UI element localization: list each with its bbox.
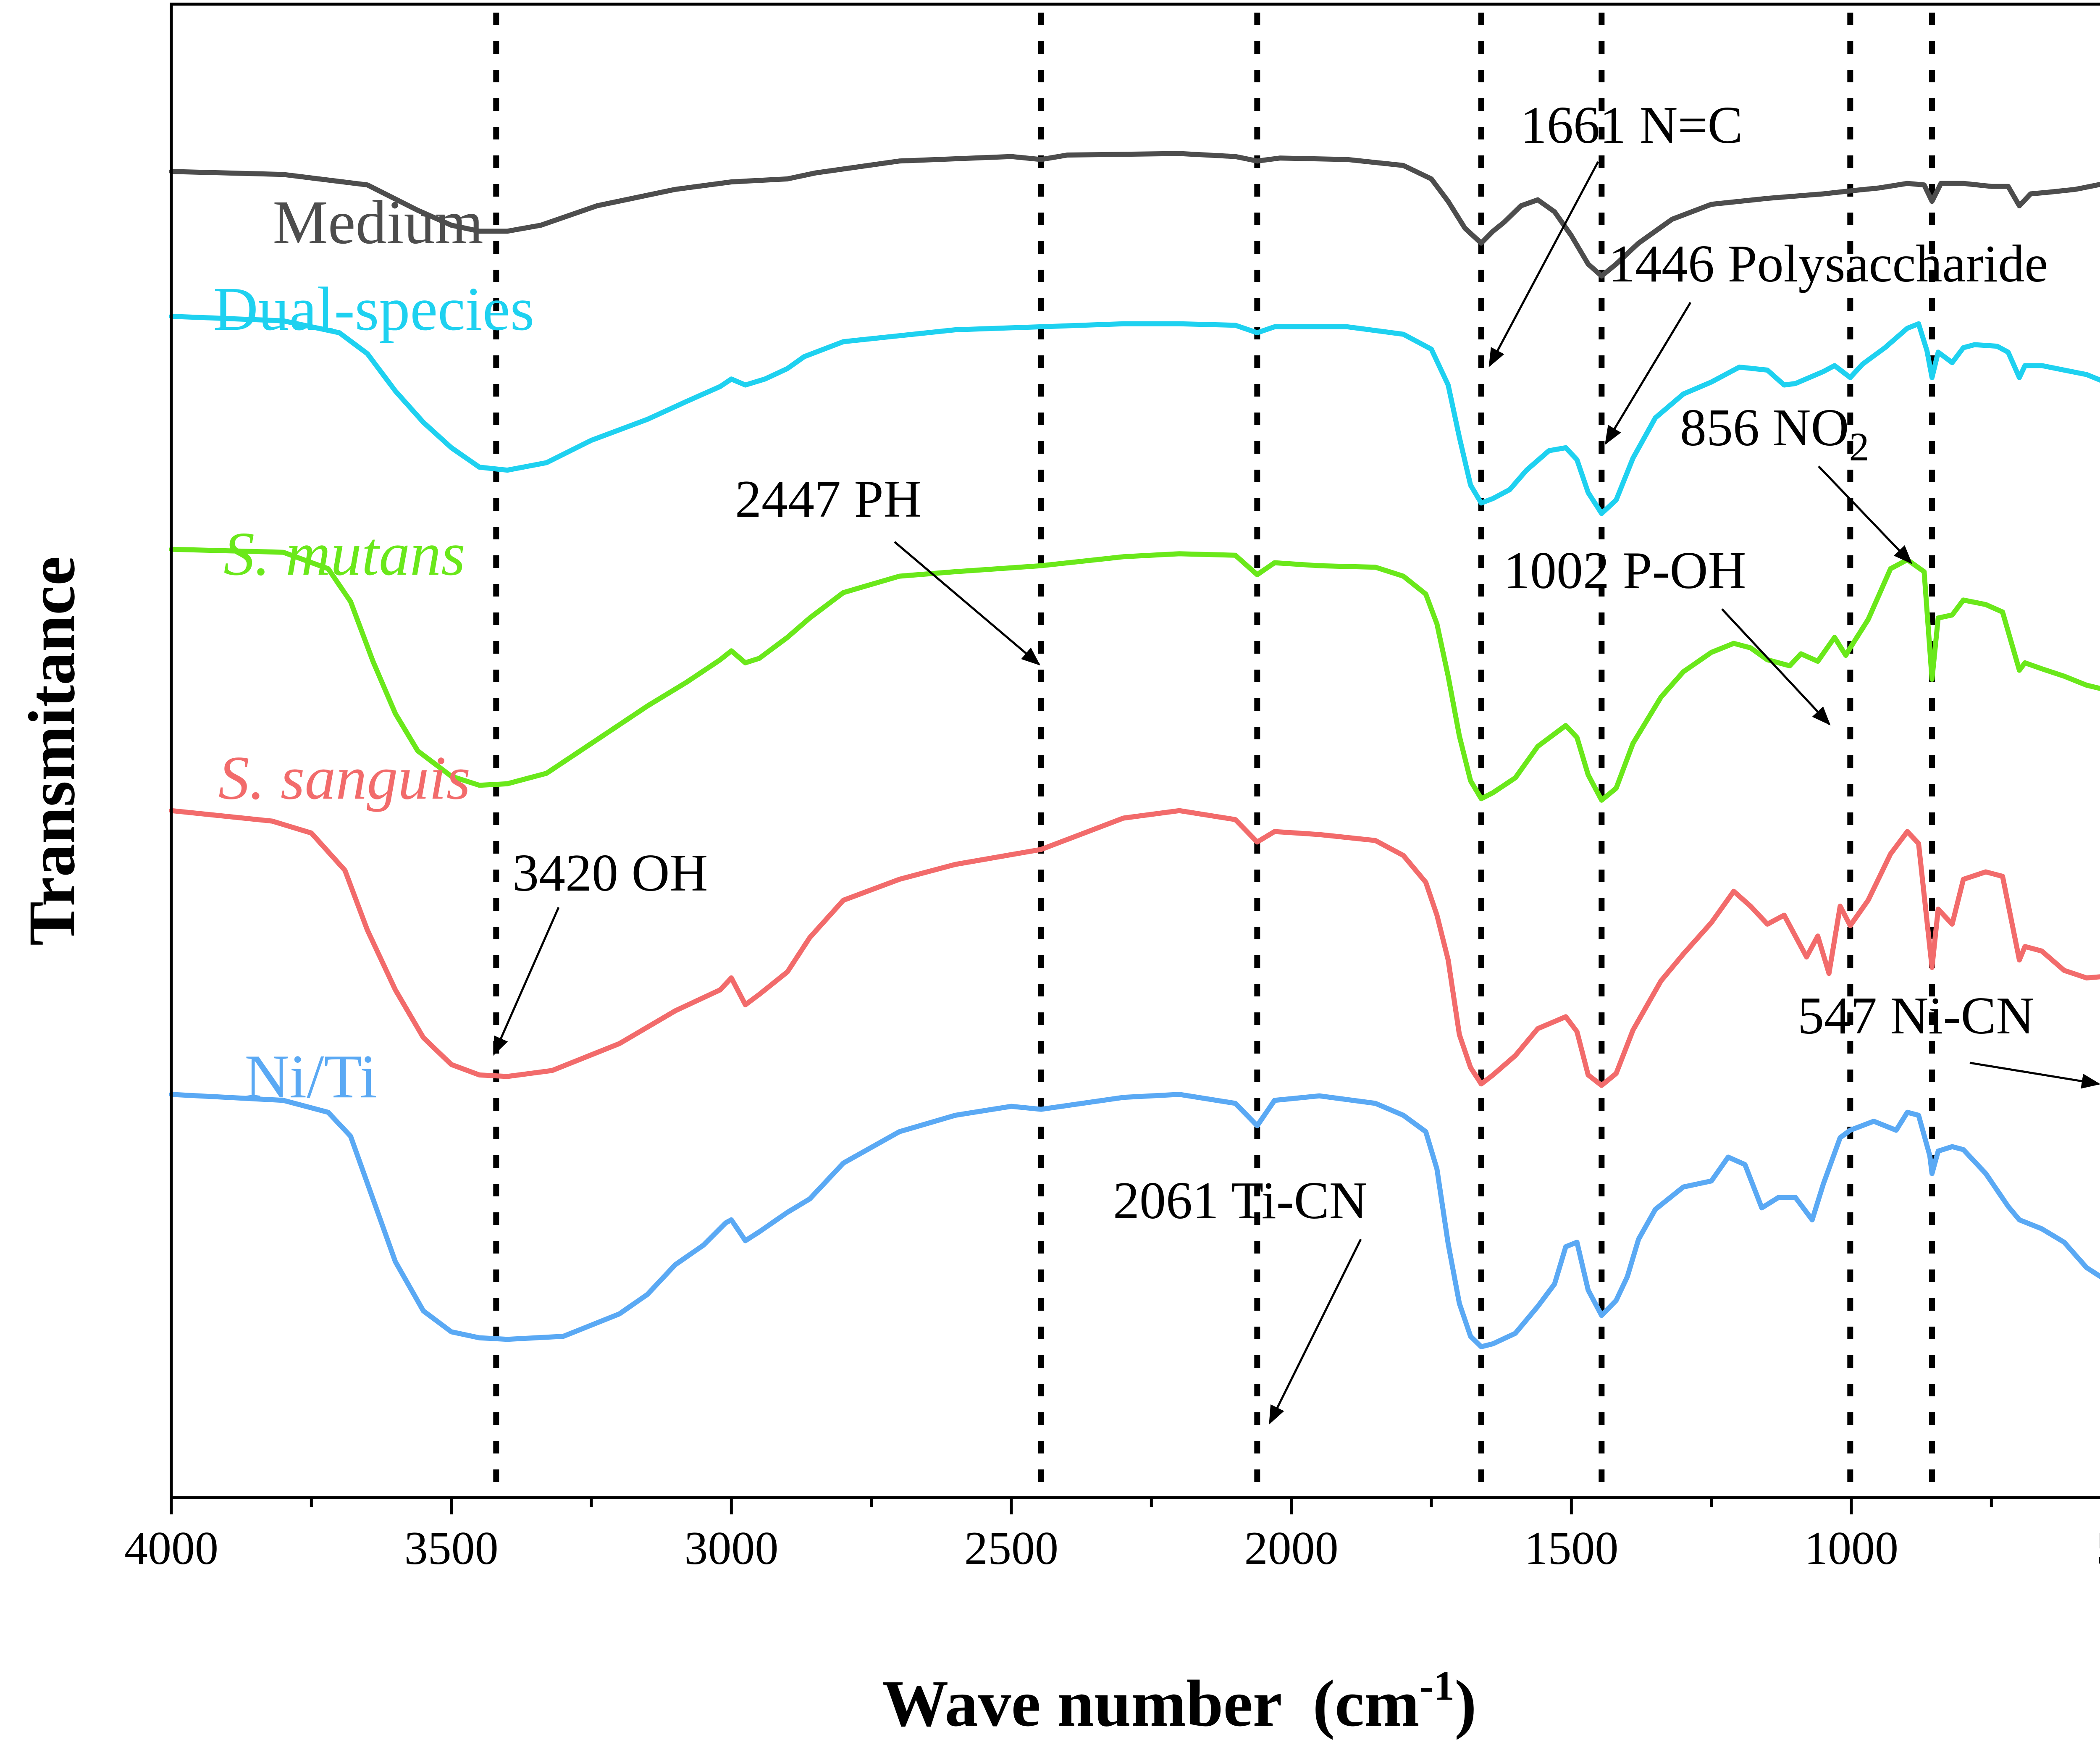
annotation-label: 2447 PH	[735, 470, 922, 528]
x-tick-label: 4000	[124, 1522, 218, 1574]
annotation-label: 2061 Ti-CN	[1113, 1172, 1368, 1230]
x-axis-title: Wave number (cm-1)	[882, 1662, 1476, 1740]
annotation-arrow	[1488, 161, 1599, 368]
annotation-subscript: 2	[1849, 424, 1869, 469]
series-line-s-sanguis	[169, 808, 2100, 1088]
annotation-label: 1002 P-OH	[1504, 541, 1746, 600]
annotation-arrow	[894, 541, 1041, 666]
annotation-arrow	[1818, 465, 1913, 564]
series-line-dual-species	[169, 314, 2100, 516]
y-axis-title: Transmitance	[15, 556, 89, 946]
plot-frame	[170, 3, 2100, 1499]
annotation-label: 1661 N=C	[1520, 96, 1743, 155]
x-tick-label: 3000	[684, 1522, 778, 1574]
annotation-arrow	[1721, 608, 1831, 725]
series-line-medium	[169, 151, 2100, 279]
series-label-s-mutans: S. mutans	[223, 520, 465, 589]
x-tick-label: 2500	[964, 1522, 1058, 1574]
series-line-ni-ti	[169, 1092, 2100, 1349]
series-labels: Medium Dual-species S. mutans S. sanguis Ni/…	[213, 188, 534, 1111]
x-tick-label: 2000	[1244, 1522, 1339, 1574]
series-label-ni-ti: Ni/Ti	[244, 1042, 377, 1111]
annotation-arrow	[1605, 302, 1692, 445]
annotation-label: 3420 OH	[512, 844, 708, 902]
annotation-arrow	[1969, 1062, 2100, 1089]
x-tick-label: 1000	[1804, 1522, 1898, 1574]
reference-lines	[493, 13, 1935, 1493]
annotation-arrow	[493, 907, 560, 1056]
series-label-dual-species: Dual-species	[213, 275, 534, 344]
x-tick-label: 1500	[1524, 1522, 1618, 1574]
series-line-s-mutans	[169, 547, 2100, 803]
series-label-medium: Medium	[273, 188, 483, 257]
annotation-arrow	[1269, 1238, 1362, 1425]
x-tick-label: 500	[2096, 1522, 2100, 1574]
annotation-label: 547 Ni-CN	[1798, 987, 2034, 1045]
annotation-label: 1446 Polysaccharide	[1609, 235, 2048, 293]
x-tick-label: 3500	[404, 1522, 499, 1574]
series-label-s-sanguis: S. sanguis	[218, 744, 470, 812]
series-layer	[169, 151, 2100, 1349]
x-axis-ticks: 4000 3500 3000 2500 2000 1500 1000 500	[124, 1498, 2100, 1574]
